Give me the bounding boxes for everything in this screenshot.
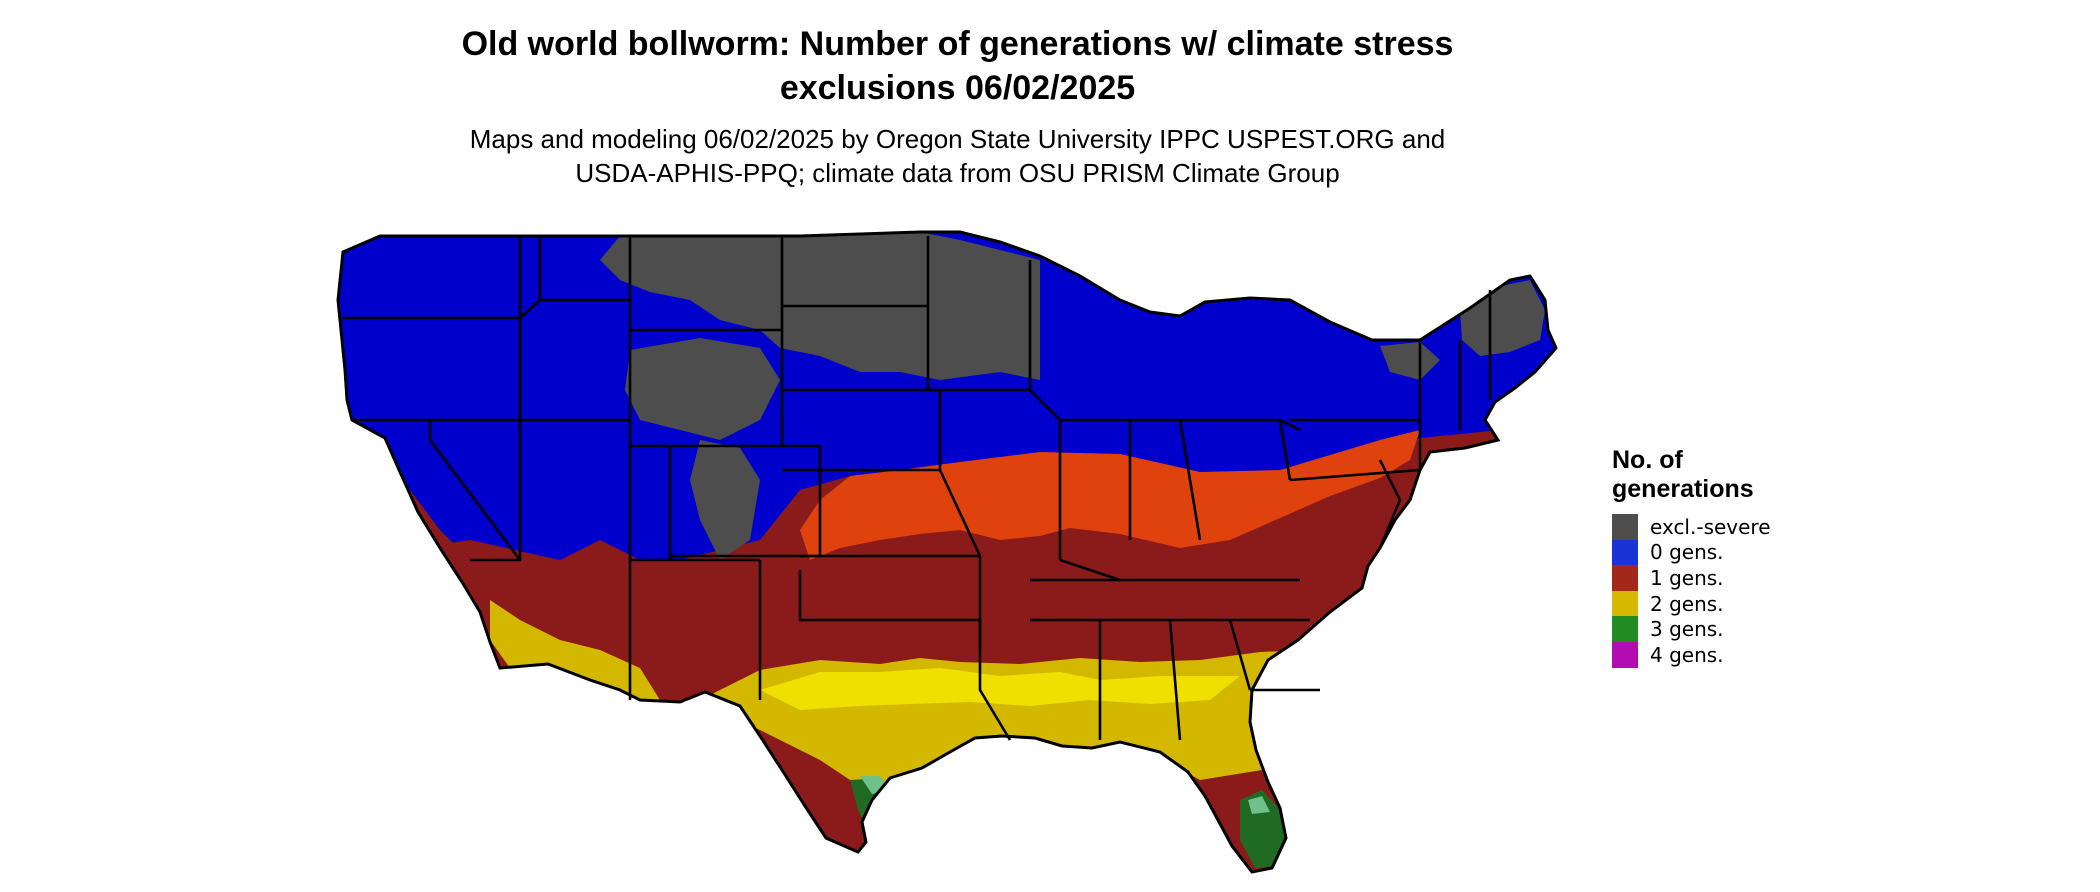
legend-item: 3 gens. [1612, 616, 1912, 642]
legend-swatch [1612, 565, 1638, 591]
legend-swatch [1612, 616, 1638, 642]
legend-item: 1 gens. [1612, 565, 1912, 591]
legend-item: excl.-severe [1612, 514, 1912, 540]
legend-swatch [1612, 590, 1638, 617]
legend-title: No. of generations [1612, 446, 1912, 504]
legend-swatch [1612, 514, 1638, 540]
legend-label: 4 gens. [1650, 642, 1724, 667]
legend-label: excl.-severe [1650, 514, 1771, 539]
legend: No. of generations excl.-severe 0 gens. … [1612, 446, 1912, 668]
zone-two-gens-southwest [490, 600, 660, 700]
map-subtitle: Maps and modeling 06/02/2025 by Oregon S… [0, 122, 1915, 190]
zone-excluded-northeast [1380, 342, 1440, 380]
legend-label: 3 gens. [1650, 617, 1724, 642]
map-subtitle-line-2: USDA-APHIS-PPQ; climate data from OSU PR… [575, 158, 1340, 188]
map-title: Old world bollworm: Number of generation… [0, 22, 1915, 110]
state-borders [343, 236, 1492, 741]
us-generations-map [330, 220, 1580, 892]
legend-title-line-2: generations [1612, 475, 1754, 503]
legend-swatch [1612, 641, 1638, 668]
legend-label: 2 gens. [1650, 591, 1724, 616]
zone-one-gen-band [800, 430, 1420, 560]
legend-item: 0 gens. [1612, 539, 1912, 566]
legend-label: 0 gens. [1650, 540, 1724, 565]
legend-title-line-1: No. of [1612, 446, 1683, 474]
map-subtitle-line-1: Maps and modeling 06/02/2025 by Oregon S… [469, 124, 1446, 154]
zone-excluded-colorado [690, 440, 760, 560]
map-title-line-1: Old world bollworm: Number of generation… [461, 25, 1454, 63]
legend-item: 2 gens. [1612, 590, 1912, 617]
zone-excluded-wyoming [625, 338, 780, 440]
zone-two-gens-light [760, 668, 1240, 710]
legend-item: 4 gens. [1612, 641, 1912, 668]
map-title-line-2: exclusions 06/02/2025 [779, 69, 1136, 107]
legend-swatch [1612, 539, 1638, 566]
legend-label: 1 gens. [1650, 565, 1724, 590]
